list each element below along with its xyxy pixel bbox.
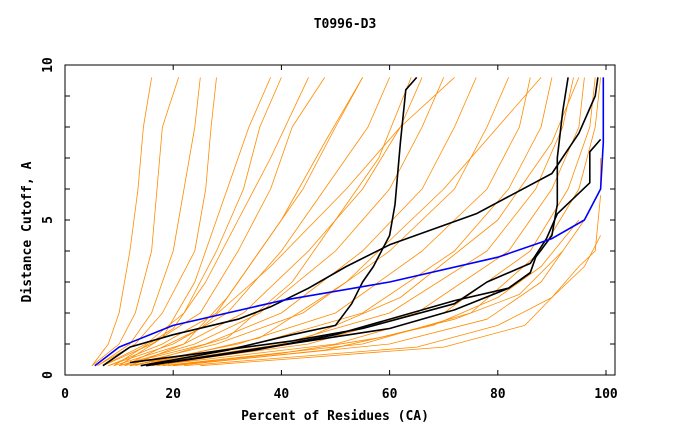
model-line (173, 158, 601, 367)
reference-line (94, 77, 605, 367)
y-axis-label: Distance Cutoff, A (20, 161, 35, 302)
x-tick-label: 20 (165, 387, 181, 402)
axis-ticks: 0 20 40 60 80 100 0 5 10 (41, 57, 618, 402)
highlighted-model-line (102, 77, 599, 367)
highlighted-model-line (140, 76, 418, 367)
highlighted-model-line (167, 77, 569, 364)
model-line (102, 77, 282, 367)
model-line (91, 77, 152, 366)
model-line (146, 77, 585, 367)
model-line (173, 219, 580, 367)
model-line (124, 77, 455, 367)
model-line (108, 77, 390, 367)
y-tick-label: 5 (41, 216, 56, 224)
series-lines (91, 76, 605, 367)
model-line (156, 77, 580, 367)
chart-title: T0996-D3 (314, 17, 377, 32)
model-line (140, 77, 574, 367)
model-line (140, 77, 542, 367)
model-line (167, 250, 563, 367)
model-line (97, 77, 217, 367)
model-line (97, 77, 201, 367)
model-line (151, 77, 596, 367)
x-axis-label: Percent of Residues (CA) (241, 409, 429, 424)
plot-frame (64, 64, 616, 376)
highlighted-model-line (145, 272, 531, 367)
model-line (113, 77, 309, 367)
model-line (91, 77, 179, 367)
model-line (102, 77, 326, 367)
x-tick-label: 80 (490, 387, 506, 402)
y-tick-label: 10 (41, 57, 56, 73)
model-line (129, 77, 531, 367)
x-tick-label: 100 (594, 387, 618, 402)
model-line (129, 77, 553, 367)
x-tick-label: 40 (274, 387, 290, 402)
model-line (118, 77, 271, 367)
y-tick-label: 0 (41, 371, 56, 379)
x-tick-label: 60 (382, 387, 398, 402)
model-line (124, 77, 509, 367)
model-line (129, 77, 363, 367)
model-line (108, 77, 363, 367)
model-line (200, 235, 601, 367)
model-line (118, 77, 445, 367)
model-line (162, 77, 601, 367)
model-line (135, 77, 412, 367)
x-tick-label: 0 (61, 387, 69, 402)
highlighted-model-line (129, 138, 602, 364)
